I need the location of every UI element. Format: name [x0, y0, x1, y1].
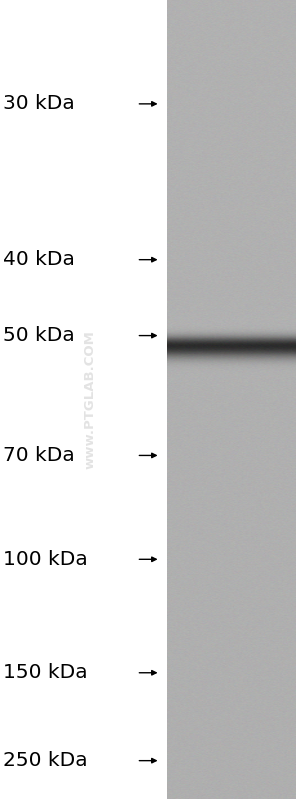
Text: 70 kDa: 70 kDa: [3, 446, 75, 465]
Text: 250 kDa: 250 kDa: [3, 751, 88, 770]
Text: 100 kDa: 100 kDa: [3, 550, 88, 569]
Text: 40 kDa: 40 kDa: [3, 250, 75, 269]
Text: www.PTGLAB.COM: www.PTGLAB.COM: [83, 330, 97, 469]
Text: 30 kDa: 30 kDa: [3, 94, 75, 113]
Text: 50 kDa: 50 kDa: [3, 326, 75, 345]
Text: 150 kDa: 150 kDa: [3, 663, 88, 682]
